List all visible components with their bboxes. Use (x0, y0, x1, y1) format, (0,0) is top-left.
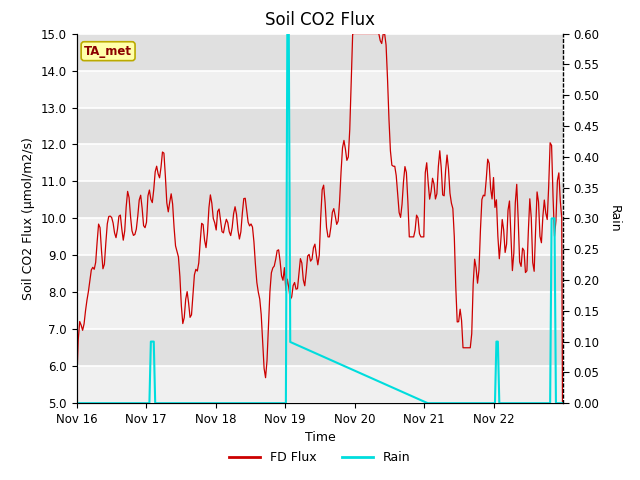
Text: TA_met: TA_met (84, 45, 132, 58)
Y-axis label: Soil CO2 Flux (μmol/m2/s): Soil CO2 Flux (μmol/m2/s) (22, 137, 35, 300)
Bar (77, 366, 563, 403)
Bar (77, 144, 563, 181)
Bar (77, 218, 563, 255)
Bar (77, 71, 563, 108)
Bar (77, 329, 563, 366)
Bar (77, 292, 563, 329)
Legend: FD Flux, Rain: FD Flux, Rain (224, 446, 416, 469)
Title: Soil CO2 Flux: Soil CO2 Flux (265, 11, 375, 29)
Bar (77, 181, 563, 218)
Y-axis label: Rain: Rain (607, 204, 620, 232)
X-axis label: Time: Time (305, 432, 335, 444)
Bar (77, 34, 563, 71)
Bar (77, 108, 563, 144)
Bar (77, 255, 563, 292)
